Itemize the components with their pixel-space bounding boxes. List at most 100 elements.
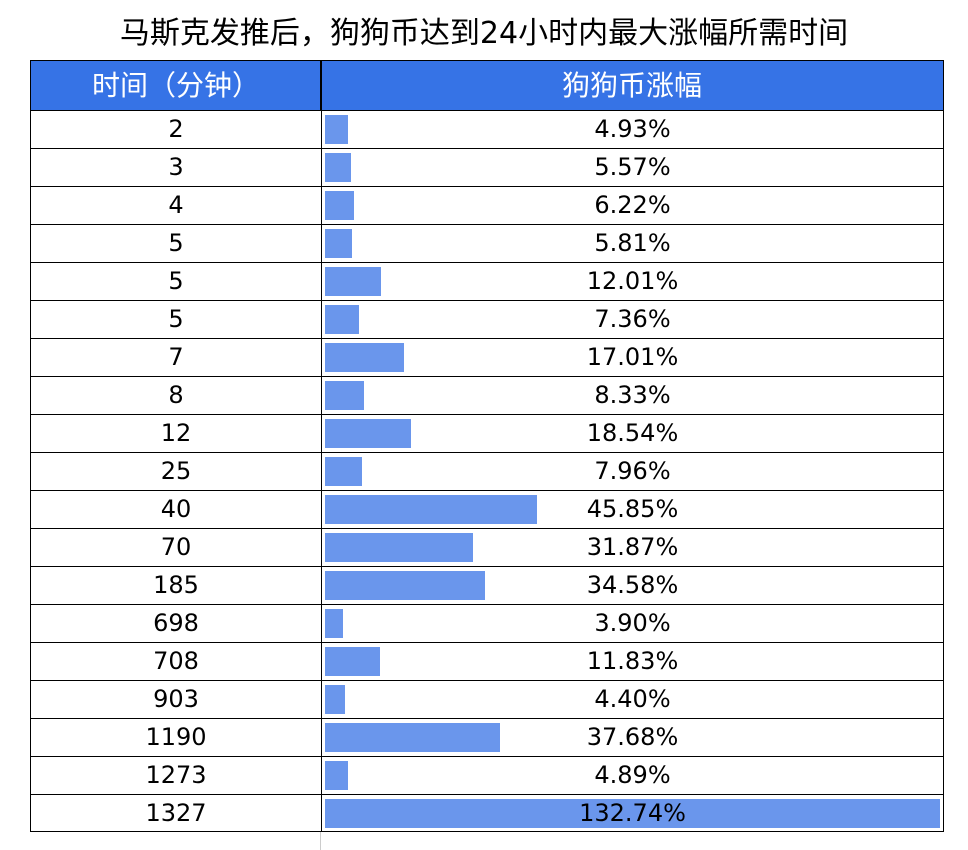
table-row: 5 5.81% (31, 224, 943, 262)
gain-cell: 4.40% (321, 681, 943, 718)
column-header-minutes: 时间（分钟） (91, 69, 260, 102)
gain-bar (325, 419, 411, 448)
table-row: 7 17.01% (31, 338, 943, 376)
gain-cell: 132.74% (321, 795, 943, 832)
gain-cell: 17.01% (321, 339, 943, 376)
gain-label: 37.68% (586, 723, 679, 751)
gain-cell: 5.81% (321, 225, 943, 262)
minutes-cell: 903 (153, 685, 199, 713)
gain-bar (325, 267, 381, 296)
gain-bar (325, 343, 404, 372)
gain-cell: 7.36% (321, 301, 943, 338)
gain-cell: 31.87% (321, 529, 943, 566)
gain-label: 6.22% (594, 191, 671, 219)
table-row: 25 7.96% (31, 452, 943, 490)
gain-bar (325, 229, 352, 258)
gain-cell: 45.85% (321, 491, 943, 528)
gain-label: 4.40% (594, 685, 671, 713)
gain-bar (325, 685, 346, 714)
minutes-cell: 2 (168, 115, 184, 143)
minutes-cell: 1190 (145, 723, 207, 751)
gain-label: 4.93% (594, 115, 671, 143)
gain-label: 4.89% (594, 761, 671, 789)
gain-cell: 5.57% (321, 149, 943, 186)
table-row: 185 34.58% (31, 566, 943, 604)
gain-label: 31.87% (586, 533, 679, 561)
table-row: 5 12.01% (31, 262, 943, 300)
table-row: 2 4.93% (31, 110, 943, 148)
minutes-cell: 4 (168, 191, 184, 219)
gain-cell: 3.90% (321, 605, 943, 642)
gain-bar (325, 723, 500, 752)
minutes-cell: 5 (168, 229, 184, 257)
table-row: 70 31.87% (31, 528, 943, 566)
table-row: 12 18.54% (31, 414, 943, 452)
gain-cell: 4.93% (321, 111, 943, 148)
gain-bar (325, 495, 538, 524)
minutes-cell: 3 (168, 153, 184, 181)
minutes-cell: 70 (160, 533, 192, 561)
minutes-cell: 1273 (145, 761, 207, 789)
gain-bar (325, 191, 354, 220)
gain-bar (325, 761, 348, 790)
gain-label: 8.33% (594, 381, 671, 409)
table-row: 698 3.90% (31, 604, 943, 642)
table-row: 4 6.22% (31, 186, 943, 224)
table-row: 3 5.57% (31, 148, 943, 186)
table-row: 903 4.40% (31, 680, 943, 718)
gain-label: 7.36% (594, 305, 671, 333)
gain-bar (325, 799, 940, 828)
gain-label: 7.96% (594, 457, 671, 485)
gain-label: 12.01% (586, 267, 679, 295)
gain-bar (325, 115, 348, 144)
minutes-cell: 7 (168, 343, 184, 371)
gain-bar (325, 571, 486, 600)
gain-label: 5.81% (594, 229, 671, 257)
gain-cell: 11.83% (321, 643, 943, 680)
gain-cell: 37.68% (321, 719, 943, 756)
column-guide-line (320, 832, 321, 850)
table-row: 1190 37.68% (31, 718, 943, 756)
minutes-cell: 25 (160, 457, 192, 485)
table-row: 8 8.33% (31, 376, 943, 414)
gain-bar (325, 533, 473, 562)
minutes-cell: 698 (153, 609, 199, 637)
minutes-cell: 5 (168, 305, 184, 333)
gain-cell: 12.01% (321, 263, 943, 300)
gain-label: 11.83% (586, 647, 679, 675)
gain-cell: 34.58% (321, 567, 943, 604)
table-row: 40 45.85% (31, 490, 943, 528)
table-row: 708 11.83% (31, 642, 943, 680)
column-header-gain: 狗狗币涨幅 (561, 69, 702, 102)
gain-label: 3.90% (594, 609, 671, 637)
gain-bar (325, 457, 362, 486)
gain-bar (325, 305, 360, 334)
gain-bar (325, 647, 380, 676)
gain-bar (325, 381, 364, 410)
gain-label: 17.01% (586, 343, 679, 371)
table-row: 5 7.36% (31, 300, 943, 338)
minutes-cell: 185 (153, 571, 199, 599)
minutes-cell: 1327 (145, 799, 207, 827)
table-row: 1327 132.74% (31, 794, 943, 832)
minutes-cell: 8 (168, 381, 184, 409)
gain-cell: 4.89% (321, 757, 943, 794)
minutes-cell: 5 (168, 267, 184, 295)
gain-cell: 6.22% (321, 187, 943, 224)
minutes-cell: 12 (160, 419, 192, 447)
gain-bar (325, 153, 351, 182)
gain-label: 5.57% (594, 153, 671, 181)
gain-label: 18.54% (586, 419, 679, 447)
gain-cell: 7.96% (321, 453, 943, 490)
gain-label: 45.85% (586, 495, 679, 523)
gain-label: 34.58% (586, 571, 679, 599)
minutes-cell: 40 (160, 495, 192, 523)
chart-title: 马斯克发推后，狗狗币达到24小时内最大涨幅所需时间 (119, 16, 849, 51)
data-table: 时间（分钟） 狗狗币涨幅 2 4.93% 3 5.57% 4 6.22% 5 5.81% 5 12… (30, 60, 944, 832)
gain-cell: 18.54% (321, 415, 943, 452)
table-header: 时间（分钟） 狗狗币涨幅 (31, 61, 943, 110)
gain-label: 132.74% (579, 799, 686, 827)
gain-bar (325, 609, 344, 638)
table-row: 1273 4.89% (31, 756, 943, 794)
header-divider (320, 61, 322, 110)
